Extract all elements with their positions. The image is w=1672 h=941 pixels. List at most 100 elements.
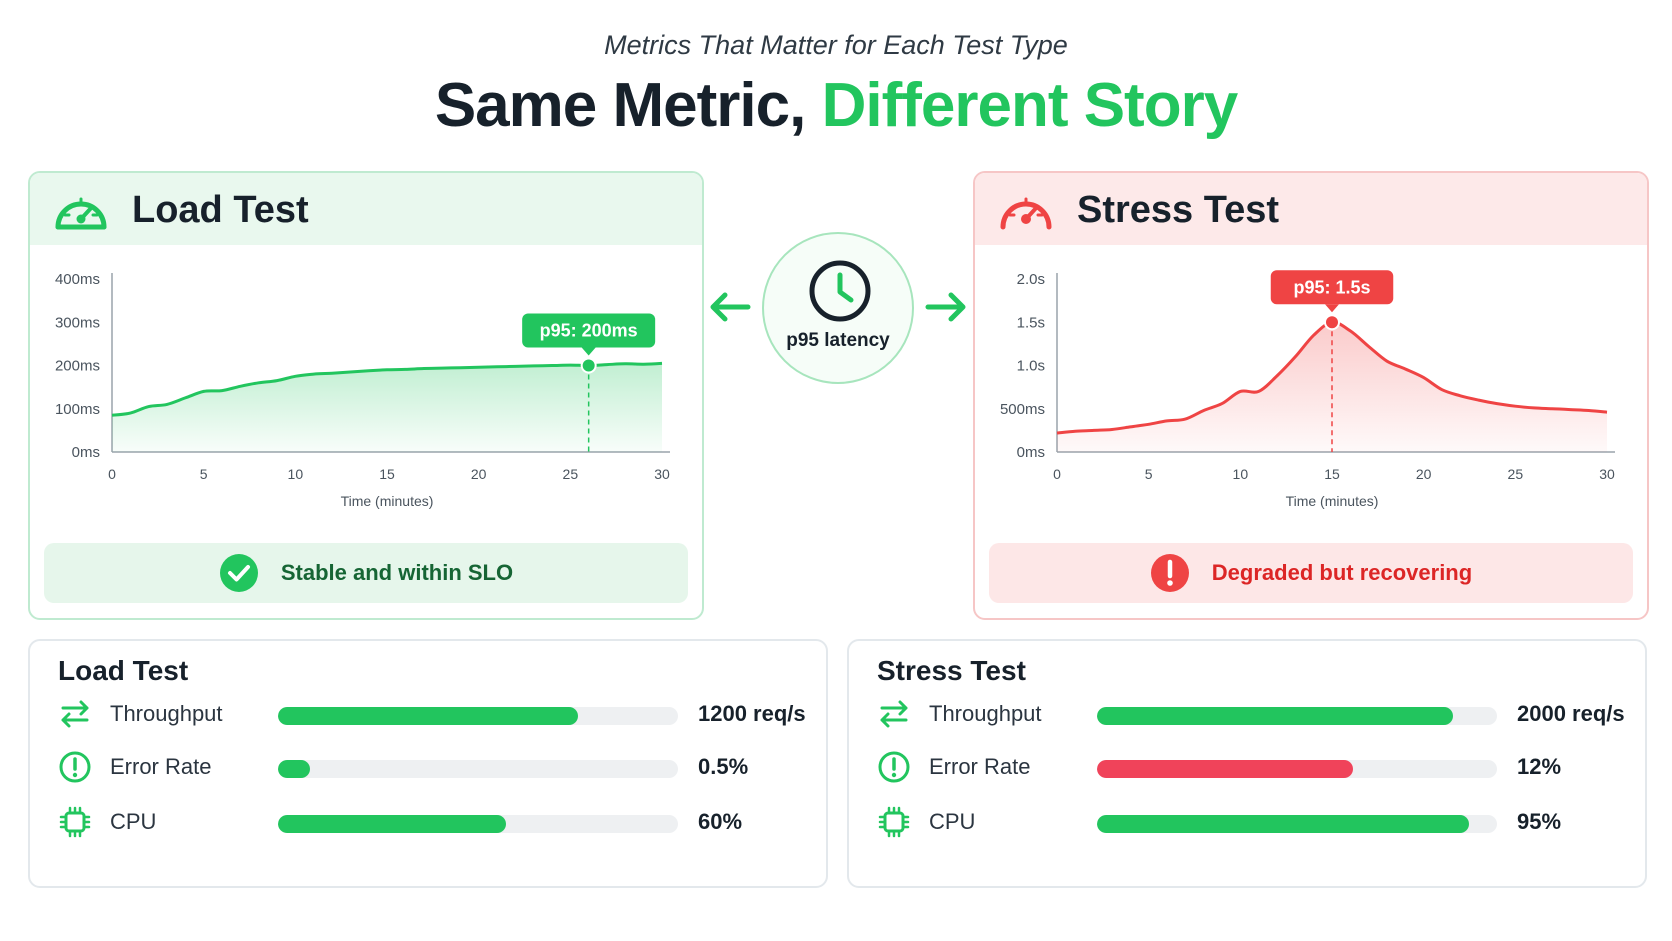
cpu-chip-icon	[59, 806, 91, 838]
x-tick-label: 0	[108, 466, 116, 482]
title-accent: Different Story	[821, 71, 1239, 140]
load-test-status: Stable and within SLO	[44, 543, 688, 603]
stress-test-metrics-card: Stress Test Throughput 2000 req/s Error Ra…	[847, 639, 1647, 888]
series-line	[111, 361, 663, 417]
p95-latency-badge: p95 latency	[762, 232, 914, 384]
metric-value: 0.5%	[698, 754, 749, 779]
x-axis-label: Time (minutes)	[1286, 493, 1379, 509]
metric-bar-track	[278, 760, 678, 778]
metric-bar-fill	[1097, 815, 1469, 833]
x-axis-label: Time (minutes)	[341, 493, 434, 509]
page-title: Same Metric, Different Story	[0, 70, 1672, 141]
alert-circle-icon	[1150, 554, 1189, 592]
metric-label: Error Rate	[929, 754, 1031, 779]
speedometer-icon	[1000, 197, 1052, 230]
metric-bar-track	[278, 707, 678, 725]
load-test-status-text: Stable and within SLO	[280, 560, 514, 585]
metric-bar-track	[1097, 815, 1497, 833]
metric-value: 60%	[698, 809, 743, 834]
clock-icon	[809, 260, 871, 322]
arrow-right-icon	[925, 292, 966, 322]
metric-bar-fill	[1097, 707, 1453, 725]
metric-row-throughput: Throughput 1200 req/s	[30, 693, 826, 733]
y-tick-label: 500ms	[1000, 401, 1045, 418]
metric-bar-fill	[278, 760, 310, 778]
highlight-callout: p95: 200ms	[522, 313, 656, 356]
highlight-point	[580, 357, 597, 374]
load-test-title: Load Test	[132, 189, 309, 231]
callout-box	[522, 313, 656, 348]
stress-test-header: Stress Test	[975, 173, 1647, 245]
callout-pointer	[1325, 304, 1339, 313]
x-tick-label: 0	[1053, 466, 1061, 482]
x-tick-label: 30	[1599, 466, 1615, 482]
check-circle-icon	[219, 554, 258, 592]
metric-row-cpu: CPU 95%	[849, 801, 1645, 841]
metric-label: Throughput	[929, 701, 1042, 726]
y-tick-label: 300ms	[55, 314, 100, 331]
arrows-exchange-icon	[880, 700, 908, 728]
cpu-chip-icon	[878, 806, 910, 838]
metric-label: CPU	[929, 809, 976, 834]
load-test-chart: 0ms 100ms 200ms 300ms 400ms 0 5 10 15 20 25 30 Time …	[55, 271, 670, 509]
callout-box	[1270, 270, 1394, 305]
stress-test-title: Stress Test	[1077, 189, 1280, 231]
subtitle: Metrics That Matter for Each Test Type	[604, 30, 1068, 60]
highlight-point	[1324, 314, 1340, 331]
y-tick-label: 200ms	[55, 358, 100, 375]
x-tick-label: 30	[654, 466, 670, 482]
metric-label: Throughput	[110, 701, 223, 726]
metric-value: 12%	[1517, 754, 1562, 779]
x-tick-label: 5	[200, 466, 208, 482]
stress-test-chart: 0ms 500ms 1.0s 1.5s 2.0s 0 5 10 15 20 25 30 Time (mi…	[1000, 270, 1615, 509]
title-main: Same Metric,	[434, 71, 822, 140]
metric-row-cpu: CPU 60%	[30, 801, 826, 841]
load-test-metrics-card: Load Test Throughput 1200 req/s Error Rate…	[28, 639, 828, 888]
metric-label: CPU	[110, 809, 157, 834]
alert-circle-icon	[878, 751, 910, 783]
x-tick-label: 5	[1145, 466, 1153, 482]
metric-bar-track	[1097, 760, 1497, 778]
arrows-exchange-icon	[61, 700, 89, 728]
series-area	[112, 363, 662, 452]
metric-value: 1200 req/s	[698, 701, 806, 726]
load-test-metrics-title: Load Test	[58, 655, 189, 686]
load-test-panel: Load Test 0ms 100ms 200ms 300ms 400ms 0 5 10 15 2…	[28, 171, 704, 620]
metric-row-error-rate: Error Rate 0.5%	[30, 746, 826, 786]
x-tick-label: 25	[1508, 466, 1524, 482]
metric-value: 95%	[1517, 809, 1562, 834]
callout-label: p95: 1.5s	[1293, 277, 1370, 297]
x-tick-label: 15	[1324, 466, 1340, 482]
x-tick-label: 10	[1233, 466, 1249, 482]
y-tick-label: 100ms	[55, 401, 100, 418]
x-tick-label: 15	[379, 466, 395, 482]
x-tick-label: 10	[288, 466, 304, 482]
stress-test-panel: Stress Test 0ms 500ms 1.0s 1.5s 2.0s 0 5 10 15 20…	[973, 171, 1649, 620]
arrow-left-icon	[710, 292, 751, 322]
metric-row-error-rate: Error Rate 12%	[849, 746, 1645, 786]
callout-label: p95: 200ms	[540, 321, 638, 341]
highlight-callout: p95: 1.5s	[1270, 270, 1394, 313]
metric-bar-track	[278, 815, 678, 833]
stress-test-status: Degraded but recovering	[989, 543, 1633, 603]
x-tick-label: 20	[471, 466, 487, 482]
callout-pointer	[581, 347, 596, 356]
load-test-header: Load Test	[30, 173, 702, 245]
x-tick-label: 20	[1416, 466, 1432, 482]
y-tick-label: 0ms	[72, 444, 100, 461]
alert-circle-icon	[59, 751, 91, 783]
metric-bar-fill	[1097, 760, 1353, 778]
y-tick-label: 1.0s	[1017, 358, 1045, 375]
y-tick-label: 400ms	[55, 271, 100, 288]
metric-bar-fill	[278, 815, 506, 833]
metric-value: 2000 req/s	[1517, 701, 1625, 726]
stress-test-status-text: Degraded but recovering	[1211, 560, 1473, 585]
metric-row-throughput: Throughput 2000 req/s	[849, 693, 1645, 733]
y-tick-label: 2.0s	[1017, 271, 1045, 288]
stress-test-metrics-title: Stress Test	[877, 655, 1026, 686]
metric-bar-fill	[278, 707, 578, 725]
metric-bar-track	[1097, 707, 1497, 725]
x-tick-label: 25	[563, 466, 579, 482]
y-tick-label: 0ms	[1017, 444, 1045, 461]
metric-label: Error Rate	[110, 754, 212, 779]
